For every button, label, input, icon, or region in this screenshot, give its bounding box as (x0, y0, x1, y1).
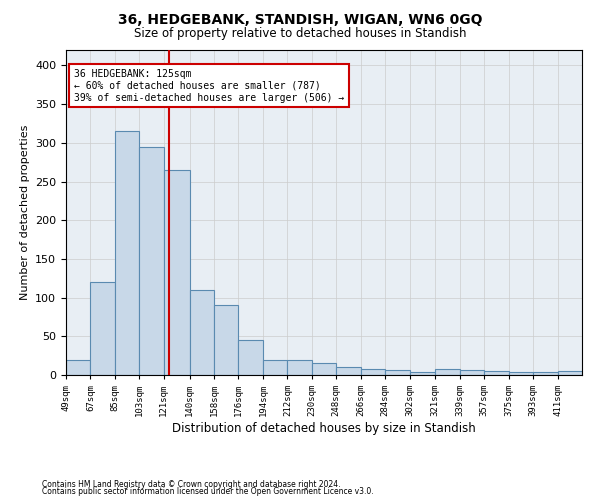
Bar (214, 306, 238, 375)
Text: 36, HEDGEBANK, STANDISH, WIGAN, WN6 0GQ: 36, HEDGEBANK, STANDISH, WIGAN, WN6 0GQ (118, 12, 482, 26)
Bar (509, 372, 533, 375)
Bar (460, 370, 484, 375)
Text: Size of property relative to detached houses in Standish: Size of property relative to detached ho… (134, 28, 466, 40)
Bar (484, 371, 509, 375)
Bar (66, 360, 91, 375)
Bar (238, 340, 263, 375)
Bar (312, 364, 336, 375)
Bar (190, 290, 214, 375)
Bar (164, 170, 190, 375)
X-axis label: Distribution of detached houses by size in Standish: Distribution of detached houses by size … (172, 422, 476, 435)
Text: Contains public sector information licensed under the Open Government Licence v3: Contains public sector information licen… (42, 487, 374, 496)
Bar (287, 360, 312, 375)
Bar (139, 146, 164, 375)
Bar (115, 131, 139, 375)
Bar (533, 372, 557, 375)
Bar (91, 282, 115, 375)
Text: 36 HEDGEBANK: 125sqm
← 60% of detached houses are smaller (787)
39% of semi-deta: 36 HEDGEBANK: 125sqm ← 60% of detached h… (74, 70, 344, 102)
Bar (436, 369, 460, 375)
Bar (336, 368, 361, 375)
Bar (263, 360, 287, 375)
Text: Contains HM Land Registry data © Crown copyright and database right 2024.: Contains HM Land Registry data © Crown c… (42, 480, 341, 489)
Bar (385, 370, 410, 375)
Y-axis label: Number of detached properties: Number of detached properties (20, 125, 29, 300)
Bar (361, 369, 385, 375)
Bar (557, 371, 582, 375)
Bar (410, 372, 436, 375)
